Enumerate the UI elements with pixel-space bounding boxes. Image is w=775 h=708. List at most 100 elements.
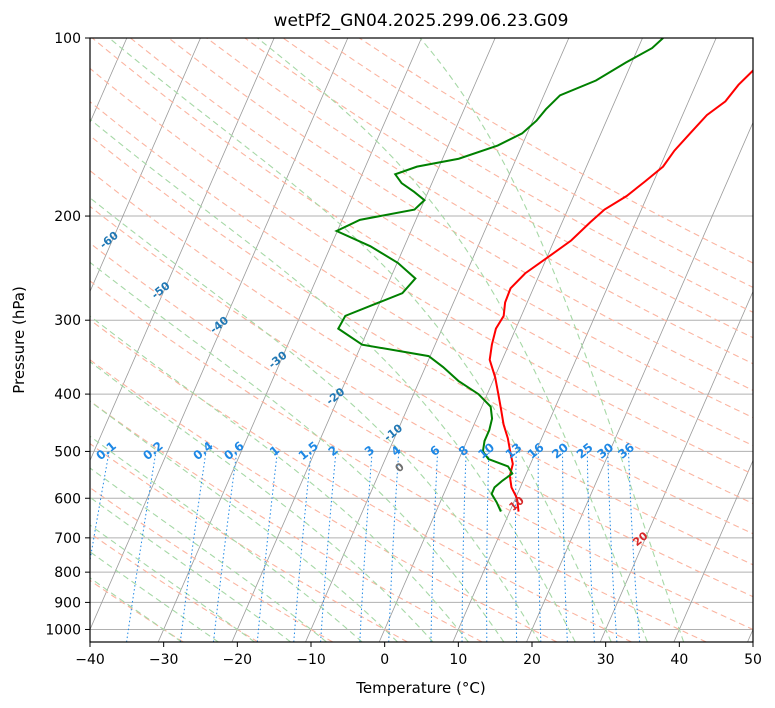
x-tick-label: −20 xyxy=(223,652,253,668)
mixing-ratio-line xyxy=(179,451,207,642)
mixing-ratio-line xyxy=(256,451,278,642)
dry-adiabat-line xyxy=(90,169,753,566)
x-tick-label: −30 xyxy=(149,652,179,668)
moist-adiabat-label: -50 xyxy=(149,279,173,302)
moist-adiabat-line xyxy=(90,467,327,642)
y-tick-label: 200 xyxy=(54,209,81,225)
mixing-ratio-line xyxy=(90,451,110,564)
mixing-ratio-label: 25 xyxy=(574,440,596,461)
y-tick-label: 500 xyxy=(54,444,81,460)
dry-adiabat-line xyxy=(90,487,334,642)
y-tick-label: 1000 xyxy=(45,622,81,638)
mixing-ratio-label: 2 xyxy=(326,443,341,459)
mixing-ratio-label: 16 xyxy=(525,440,547,461)
moist-adiabat-label: -60 xyxy=(97,229,121,252)
mixing-ratio-label: 0.4 xyxy=(190,439,215,463)
dry-adiabat-line xyxy=(90,442,408,642)
y-tick-label: 400 xyxy=(54,387,81,403)
y-tick-label: 800 xyxy=(54,565,81,581)
mixing-ratio-line xyxy=(126,451,157,642)
mixing-ratio-label: 1.5 xyxy=(296,439,321,463)
moist-adiabat-line xyxy=(90,577,183,642)
dry-adiabat-line xyxy=(90,319,632,642)
moist-adiabats xyxy=(90,38,685,642)
chart-title: wetPf2_GN04.2025.299.06.23.G09 xyxy=(274,11,569,31)
mixing-ratio-line xyxy=(213,451,238,642)
moist-adiabat-line xyxy=(90,496,292,642)
mixing-ratio-label: 6 xyxy=(427,443,442,459)
mixing-ratio-label: 10 xyxy=(475,440,497,461)
isotherm-line xyxy=(673,459,753,642)
pressure-gridlines xyxy=(90,38,753,630)
dry-adiabat-line xyxy=(282,38,753,313)
x-tick-label: 40 xyxy=(670,652,688,668)
x-tick-label: 10 xyxy=(449,652,467,668)
moist-adiabat-line xyxy=(90,315,469,642)
dry-adiabat-line xyxy=(90,135,753,535)
moist-adiabat-line xyxy=(108,38,612,642)
isotherm-line xyxy=(452,38,717,642)
moist-adiabat-label: -20 xyxy=(324,385,348,408)
moist-adiabat-label: -40 xyxy=(207,314,231,337)
x-tick-label: 50 xyxy=(744,652,762,668)
mixing-ratio-line xyxy=(359,451,373,642)
isotherm-line xyxy=(599,290,753,642)
moist-adiabat-line xyxy=(419,38,685,642)
dewpoint-profile-line xyxy=(334,38,664,513)
moist-adiabat-line xyxy=(257,38,648,642)
moist-adiabat-label: -80 xyxy=(0,151,8,174)
mixing-ratio-label: 8 xyxy=(456,443,471,459)
mixing-ratio-label: 0.2 xyxy=(140,439,165,463)
y-axis-title: Pressure (hPa) xyxy=(10,286,28,394)
dry-adiabat-line xyxy=(90,242,753,631)
dry-adiabat-label: 30 xyxy=(754,560,774,580)
plot-frame xyxy=(89,37,754,643)
x-tick-label: −40 xyxy=(75,652,105,668)
moist-adiabat-line xyxy=(90,524,255,642)
mixing-ratio-line xyxy=(486,451,490,642)
y-tick-label: 900 xyxy=(54,595,81,611)
mixing-ratio-label: 1 xyxy=(267,443,282,459)
y-tick-label: 700 xyxy=(54,531,81,547)
y-axis: 1000 900 800 700 600 500 400 300 200 100 xyxy=(45,31,90,638)
isotherm-line xyxy=(378,38,643,642)
isotherm-line xyxy=(90,38,201,293)
dry-adiabat-line xyxy=(90,280,707,642)
dry-adiabat-line xyxy=(130,38,753,419)
isotherm-line xyxy=(526,121,753,642)
moist-adiabat-line xyxy=(90,197,540,642)
dry-adiabat-line xyxy=(90,205,753,598)
mixing-ratio-label: 4 xyxy=(388,443,403,459)
y-tick-label: 100 xyxy=(54,31,81,47)
moist-adiabat-label: -70 xyxy=(42,186,66,209)
x-tick-label: 0 xyxy=(380,652,389,668)
moist-adiabat-line xyxy=(90,361,434,642)
isotherm-line xyxy=(90,38,349,631)
dry-adiabat-line xyxy=(359,38,753,264)
sounding-series xyxy=(334,38,753,513)
mixing-ratio-label: 13 xyxy=(503,440,525,461)
plot-area: 0.10.20.40.611.52346810131620253036-100-… xyxy=(0,38,774,642)
mixing-ratio-line xyxy=(430,451,439,642)
dry-adiabat-line xyxy=(90,359,558,642)
moist-adiabat-label: -30 xyxy=(266,348,290,371)
dry-adiabat-line xyxy=(168,38,753,391)
x-axis: −40 −30 −20 −10 0 10 20 30 40 50 xyxy=(75,642,762,668)
dry-adiabat-line xyxy=(90,67,753,475)
mixing-ratio-line xyxy=(586,451,595,642)
x-tick-label: 30 xyxy=(597,652,615,668)
temperature-profile-line xyxy=(488,69,753,512)
dry-adiabat-line xyxy=(91,38,753,447)
dry-adiabat-line xyxy=(320,38,753,288)
dry-adiabat-label: 0 xyxy=(393,460,407,475)
dry-adiabat-line xyxy=(206,38,753,365)
x-tick-label: 20 xyxy=(523,652,541,668)
isotherm-line xyxy=(157,38,422,642)
dry-adiabat-line xyxy=(90,532,259,642)
isotherm-line xyxy=(747,628,753,642)
x-tick-label: −10 xyxy=(296,652,326,668)
dry-adiabat-line xyxy=(90,400,483,642)
moist-adiabat-line xyxy=(90,118,576,642)
x-axis-title: Temperature (°C) xyxy=(355,679,485,697)
